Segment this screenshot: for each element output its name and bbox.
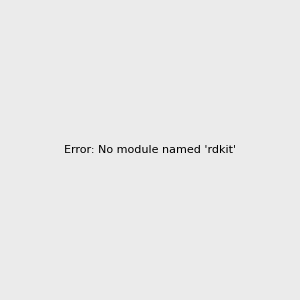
Text: Error: No module named 'rdkit': Error: No module named 'rdkit' (64, 145, 236, 155)
